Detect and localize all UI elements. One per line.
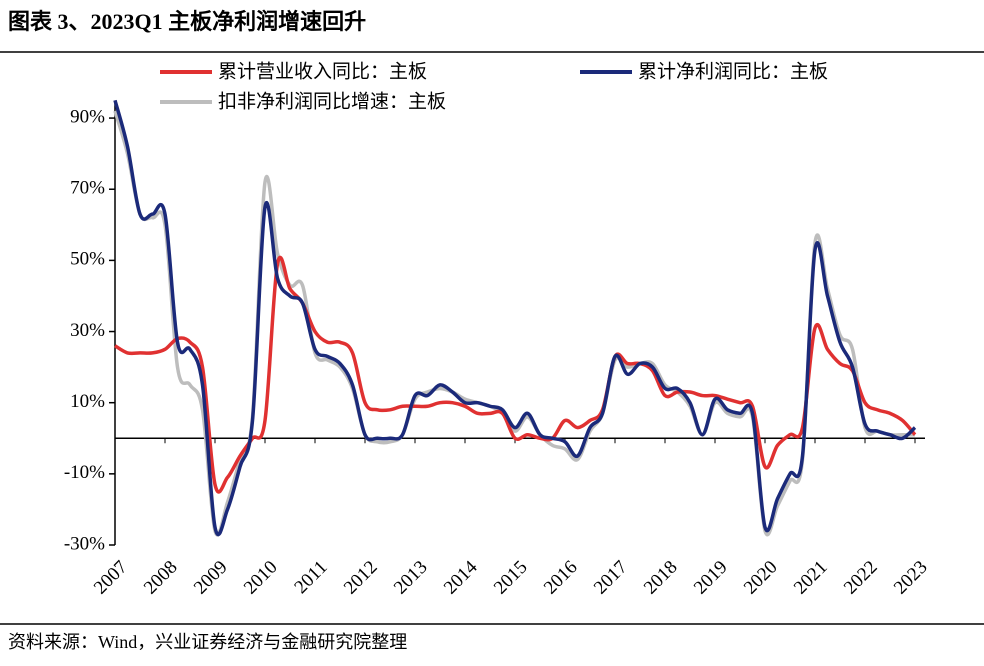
x-tick-label: 2023 [890, 557, 932, 599]
x-tick-label: 2020 [740, 557, 782, 599]
legend-label: 累计营业收入同比：主板 [218, 61, 427, 83]
series-line [113, 99, 917, 537]
y-tick-label: -10% [64, 462, 105, 483]
x-tick-label: 2015 [490, 557, 532, 599]
series-line [113, 110, 915, 537]
y-tick-label: 50% [70, 249, 105, 270]
x-tick-label: 2012 [340, 557, 382, 599]
x-tick-label: 2016 [540, 557, 582, 599]
y-tick-label: 90% [70, 106, 105, 127]
y-tick-label: -30% [64, 533, 105, 554]
y-tick-label: 30% [70, 320, 105, 341]
x-tick-label: 2013 [390, 557, 432, 599]
x-tick-label: 2009 [190, 557, 232, 599]
legend-label: 扣非净利润同比增速：主板 [218, 91, 446, 113]
x-tick-label: 2017 [590, 557, 632, 599]
x-tick-label: 2022 [840, 557, 882, 599]
x-tick-label: 2021 [790, 557, 832, 599]
x-tick-label: 2018 [640, 557, 682, 599]
x-tick-label: 2014 [440, 556, 482, 598]
x-tick-label: 2019 [690, 557, 732, 599]
legend-label: 累计净利润同比：主板 [638, 61, 828, 83]
x-tick-label: 2010 [240, 557, 282, 599]
x-tick-label: 2007 [90, 557, 132, 599]
y-tick-label: 10% [70, 391, 105, 412]
footer: 资料来源：Wind，兴业证券经济与金融研究院整理 [8, 632, 407, 652]
title: 图表 3、2023Q1 主板净利润增速回升 [8, 9, 366, 34]
x-tick-label: 2011 [290, 557, 331, 598]
x-tick-label: 2008 [140, 557, 182, 599]
series-line [114, 255, 917, 494]
y-tick-label: 70% [70, 178, 105, 199]
